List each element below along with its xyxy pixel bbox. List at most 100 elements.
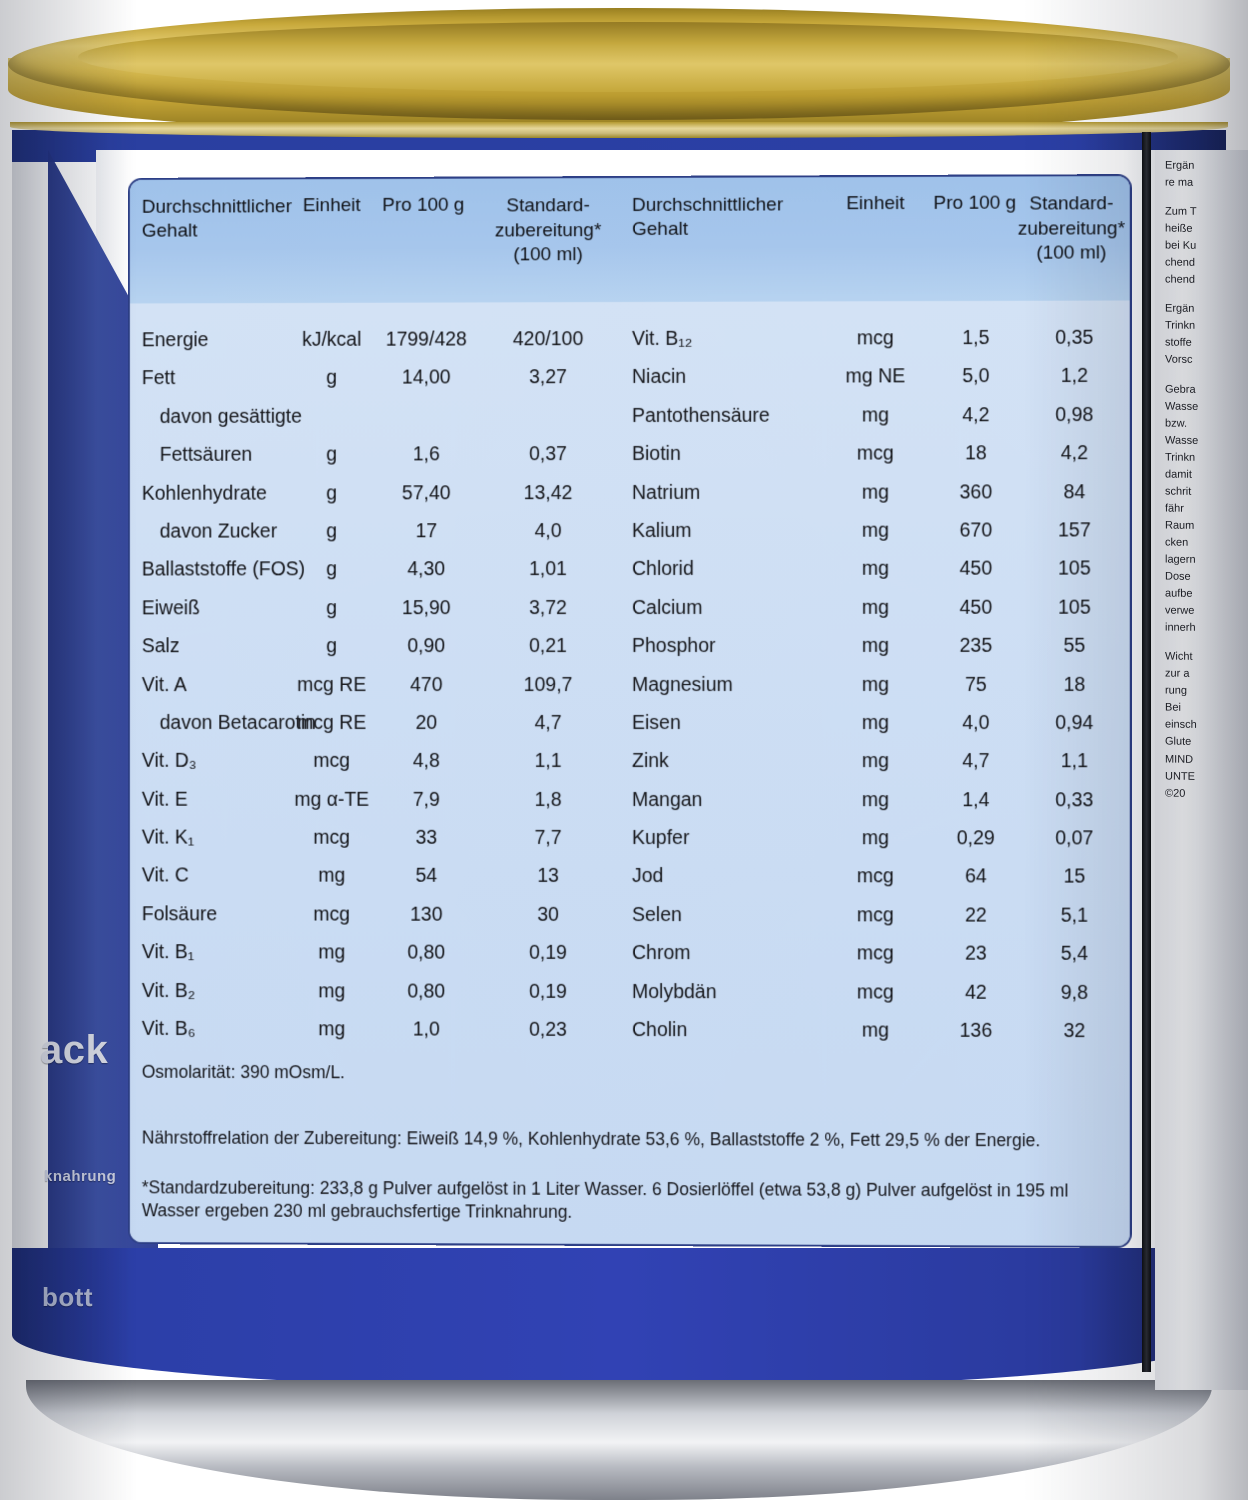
row-unit: mcg xyxy=(856,981,894,1004)
side-panel-line: stoffe xyxy=(1165,336,1192,350)
row-unit: mg xyxy=(318,941,346,964)
row-unit: mg xyxy=(861,711,890,734)
side-panel-line: Bei xyxy=(1165,701,1181,715)
header-standard-right: Standard- zubereitung* (100 ml) xyxy=(1013,192,1130,267)
table-row: Vit. B₂ mg 0,80 0,19 xyxy=(130,980,628,1019)
side-instructions-panel: Ergän re ma Zum T heiße bei Ku chend chend Ergä… xyxy=(1155,150,1248,1390)
table-row: Vit. E mg α-TE 7,9 1,8 xyxy=(130,788,628,827)
row-nutrient-name: Jod xyxy=(631,865,664,888)
table-row: Salz g 0,90 0,21 xyxy=(130,635,628,674)
side-panel-line: einsch xyxy=(1165,718,1197,732)
nutrition-column-right: Durchschnittlicher Gehalt Einheit Pro 10… xyxy=(620,176,1130,1246)
row-standard-prep: 157 xyxy=(1057,519,1091,542)
row-nutrient-name: Fettsäuren xyxy=(159,443,253,467)
side-panel-line: damit xyxy=(1165,468,1192,481)
side-instructions-text: Ergän re ma Zum T heiße bei Ku chend chend Ergä… xyxy=(1165,158,1248,804)
osmolarity-note: Osmolarität: 390 mOsm/L. xyxy=(141,1061,345,1083)
row-nutrient-name: Mangan xyxy=(631,788,703,811)
row-nutrient-name: Vit. B₁ xyxy=(141,941,195,964)
left-flavour-fragment: ack xyxy=(40,1028,109,1072)
row-unit: mg xyxy=(861,519,890,542)
header-standard-left: Standard- zubereitung* (100 ml) xyxy=(478,194,618,269)
row-nutrient-name: Vit. D₃ xyxy=(141,750,197,773)
row-nutrient-name: Vit. K₁ xyxy=(141,826,195,849)
row-per-100g: 15,90 xyxy=(402,596,451,619)
side-panel-line: Ergän xyxy=(1165,159,1195,172)
side-panel-line: aufbe xyxy=(1165,587,1193,600)
row-per-100g: 1,0 xyxy=(412,1018,440,1041)
row-unit: mcg RE xyxy=(297,673,367,696)
row-nutrient-name: Kohlenhydrate xyxy=(141,482,267,505)
row-nutrient-name: Vit. B₆ xyxy=(141,1017,196,1040)
table-row: Chlorid mg 450 105 xyxy=(620,558,1130,597)
table-row: davon Betacarotin mcg RE 20 4,7 xyxy=(130,712,628,750)
row-unit: g xyxy=(326,520,338,543)
can-lid-top xyxy=(8,8,1230,120)
row-per-100g: 33 xyxy=(415,826,438,849)
left-drink-fragment: knahrung xyxy=(44,1168,117,1185)
row-nutrient-name: Chrom xyxy=(631,942,691,965)
row-nutrient-name: Kalium xyxy=(631,519,692,542)
row-standard-prep: 3,27 xyxy=(529,366,568,389)
header-unit-left: Einheit xyxy=(302,195,361,217)
table-row: Energie kJ/kcal 1799/428 420/100 xyxy=(130,328,628,368)
row-unit: mg xyxy=(861,750,890,773)
side-panel-line: chend xyxy=(1165,273,1195,287)
row-unit: mg xyxy=(318,1018,346,1041)
row-per-100g: 0,29 xyxy=(956,827,995,850)
row-per-100g: 5,0 xyxy=(962,365,990,388)
table-row: Cholin mg 136 32 xyxy=(620,1019,1130,1059)
row-nutrient-name: Biotin xyxy=(631,443,681,466)
row-per-100g: 450 xyxy=(959,557,993,581)
row-unit: mg NE xyxy=(845,365,906,388)
row-per-100g: 4,0 xyxy=(962,711,990,734)
row-nutrient-name: Cholin xyxy=(631,1019,688,1042)
left-brand-fragment: bott xyxy=(42,1282,94,1312)
side-panel-line: Zum T xyxy=(1165,205,1197,218)
row-nutrient-name: davon gesättigte xyxy=(159,405,302,428)
row-per-100g: 130 xyxy=(410,903,443,926)
row-per-100g: 450 xyxy=(959,596,993,619)
row-nutrient-name: Molybdän xyxy=(631,980,717,1003)
row-per-100g: 54 xyxy=(415,865,438,888)
row-nutrient-name: Vit. E xyxy=(141,788,188,811)
row-standard-prep: 5,1 xyxy=(1060,904,1089,927)
header-name-left: Durchschnittlicher Gehalt xyxy=(141,196,292,242)
row-standard-prep: 0,19 xyxy=(529,980,568,1003)
row-per-100g: 14,00 xyxy=(402,366,451,389)
row-standard-prep: 0,07 xyxy=(1055,827,1094,850)
row-standard-prep: 420/100 xyxy=(512,328,584,351)
row-standard-prep: 0,33 xyxy=(1055,788,1094,812)
row-unit: g xyxy=(326,482,338,505)
row-nutrient-name: Energie xyxy=(141,329,209,352)
row-unit: mcg xyxy=(313,903,351,926)
side-panel-line: Wasse xyxy=(1165,400,1199,413)
row-per-100g: 42 xyxy=(964,981,987,1004)
row-nutrient-name: Kupfer xyxy=(631,827,690,850)
can-blue-bottom-band xyxy=(12,1248,1226,1388)
row-per-100g: 670 xyxy=(959,519,993,542)
row-per-100g: 1799/428 xyxy=(385,328,467,351)
table-row: Molybdän mcg 42 9,8 xyxy=(620,981,1130,1021)
side-panel-line: bzw. xyxy=(1165,417,1188,430)
row-standard-prep: 13 xyxy=(537,865,559,888)
row-nutrient-name: Calcium xyxy=(631,596,703,619)
header-standard-line2-r: zubereitung* xyxy=(1017,217,1126,240)
row-standard-prep: 1,1 xyxy=(534,750,562,773)
row-per-100g: 75 xyxy=(964,673,987,696)
table-row: Fettsäuren g 1,6 0,37 xyxy=(130,443,628,482)
side-panel-gap xyxy=(1165,289,1248,302)
header-name-right: Durchschnittlicher Gehalt xyxy=(631,194,784,240)
row-unit: g xyxy=(326,596,338,619)
table-row: Vit. B₁₂ mcg 1,5 0,35 xyxy=(620,327,1130,367)
can-lid-inner-ring xyxy=(78,22,1178,92)
table-row: Niacin mg NE 5,0 1,2 xyxy=(620,365,1130,405)
table-row: Zink mg 4,7 1,1 xyxy=(620,750,1130,789)
header-per100g-left: Pro 100 g xyxy=(382,194,465,216)
row-per-100g: 17 xyxy=(415,520,438,543)
side-panel-line: schrit xyxy=(1165,485,1192,498)
row-unit: mg xyxy=(861,404,890,427)
table-row: Vit. D₃ mcg 4,8 1,1 xyxy=(130,750,628,789)
row-standard-prep: 3,72 xyxy=(529,596,568,619)
